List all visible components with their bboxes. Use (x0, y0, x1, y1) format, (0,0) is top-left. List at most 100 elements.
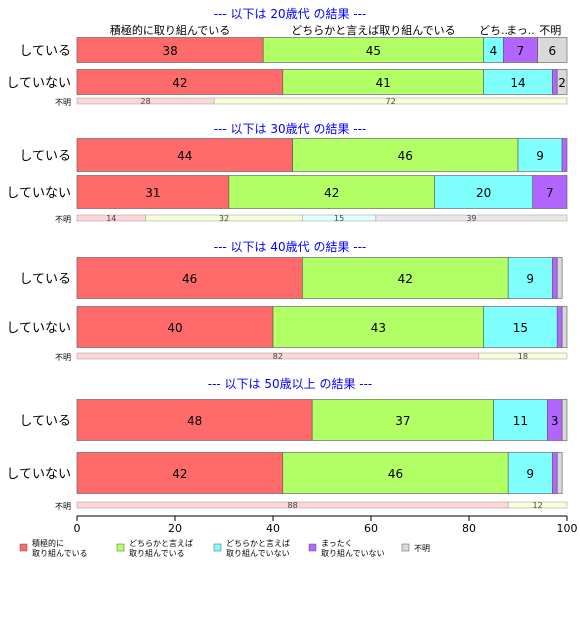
bar-segment (76, 306, 274, 348)
category-header: 不明 (539, 24, 561, 37)
panel-title: --- 以下は 20歳代 の結果 --- (214, 7, 367, 21)
bar-segment (76, 175, 230, 209)
x-tick-label: 20 (168, 522, 182, 535)
data-label: 20 (476, 186, 491, 200)
row-label: していない (6, 321, 71, 336)
bar-segment (76, 452, 284, 494)
bar-segment (483, 69, 553, 95)
unknown-row-label: 不明 (55, 98, 71, 107)
bar-segment (551, 69, 558, 95)
data-label: 15 (513, 321, 528, 335)
bar-segment (228, 175, 435, 209)
bar-segment (76, 37, 264, 63)
row-label: していない (6, 467, 71, 482)
legend-label: 積極的に (32, 538, 64, 548)
bar-segment (493, 399, 548, 441)
data-label: 7 (546, 186, 554, 200)
row-label: している (19, 149, 71, 164)
data-label: 46 (182, 272, 197, 286)
legend-label: まったく (321, 539, 353, 548)
category-header: どち.. (479, 24, 508, 37)
data-label: 38 (162, 44, 177, 58)
data-label: 46 (398, 149, 413, 163)
bar-segment (282, 452, 509, 494)
unknown-data-label: 12 (533, 501, 543, 510)
category-header: どちらかと言えば取り組んでいる (291, 24, 455, 37)
bar-segment (537, 37, 568, 63)
data-label: 41 (376, 76, 391, 90)
panel-title: --- 以下は 30歳代 の結果 --- (214, 122, 367, 136)
unknown-data-label: 15 (334, 214, 344, 223)
unknown-row-label: 不明 (55, 215, 71, 224)
data-label: 37 (395, 414, 410, 428)
data-label: 2 (558, 76, 566, 90)
data-label: 9 (526, 272, 534, 286)
bar-segment (561, 306, 568, 348)
bar-segment (561, 138, 568, 172)
unknown-data-label: 14 (106, 214, 116, 223)
data-label: 43 (371, 321, 386, 335)
unknown-data-label: 18 (518, 352, 528, 361)
bar-segment (551, 257, 558, 299)
bar-segment (556, 306, 563, 348)
bar-segment (502, 37, 538, 63)
legend-swatch (19, 543, 28, 552)
legend-label: 取り組んでいる (129, 548, 185, 558)
x-tick-label: 60 (364, 522, 378, 535)
x-tick-label: 100 (557, 522, 578, 535)
unknown-segment (375, 214, 568, 222)
row-label: している (19, 414, 71, 429)
category-header: 積極的に取り組んでいる (110, 23, 230, 37)
data-label: 11 (513, 414, 528, 428)
data-label: 6 (548, 44, 556, 58)
bar-segment (556, 257, 563, 299)
data-label: 3 (551, 414, 559, 428)
unknown-segment (478, 352, 568, 360)
row-label: している (19, 44, 71, 59)
panel-title: --- 以下は 50歳以上 の結果 --- (208, 377, 373, 391)
data-label: 9 (536, 149, 544, 163)
data-label: 45 (366, 44, 381, 58)
data-label: 7 (517, 44, 525, 58)
row-label: している (19, 272, 71, 287)
legend-label: どちらかと言えば (226, 538, 290, 548)
row-label: していない (6, 186, 71, 201)
data-label: 40 (167, 321, 182, 335)
bar-segment (311, 399, 494, 441)
data-label: 31 (145, 186, 160, 200)
unknown-data-label: 72 (386, 97, 396, 106)
bar-segment (76, 399, 313, 441)
bar-segment (556, 452, 563, 494)
legend-label: 不明 (414, 544, 430, 553)
bar-segment (272, 306, 484, 348)
legend-label: 取り組んでいない (321, 548, 385, 558)
bar-segment (434, 175, 534, 209)
legend-label: 取り組んでいない (226, 548, 290, 558)
unknown-data-label: 82 (273, 352, 283, 361)
bar-segment (76, 138, 293, 172)
data-label: 48 (187, 414, 202, 428)
legend-swatch (116, 543, 125, 552)
data-label: 42 (398, 272, 413, 286)
data-label: 46 (388, 467, 403, 481)
x-tick-label: 80 (462, 522, 476, 535)
unknown-data-label: 88 (288, 501, 298, 510)
legend-swatch (213, 543, 222, 552)
panel-title: --- 以下は 40歳代 の結果 --- (214, 240, 367, 254)
legend-swatch (401, 543, 410, 552)
unknown-data-label: 28 (141, 97, 151, 106)
bar-segment (551, 452, 558, 494)
unknown-data-label: 32 (219, 214, 229, 223)
bar-segment (76, 257, 303, 299)
data-label: 9 (526, 467, 534, 481)
data-label: 42 (172, 467, 187, 481)
x-tick-label: 0 (74, 522, 81, 535)
data-label: 42 (324, 186, 339, 200)
x-tick-label: 40 (266, 522, 280, 535)
unknown-segment (507, 501, 568, 509)
unknown-segment (213, 97, 568, 105)
unknown-row-label: 不明 (55, 353, 71, 362)
bar-segment (292, 138, 519, 172)
legend-swatch (308, 543, 317, 552)
